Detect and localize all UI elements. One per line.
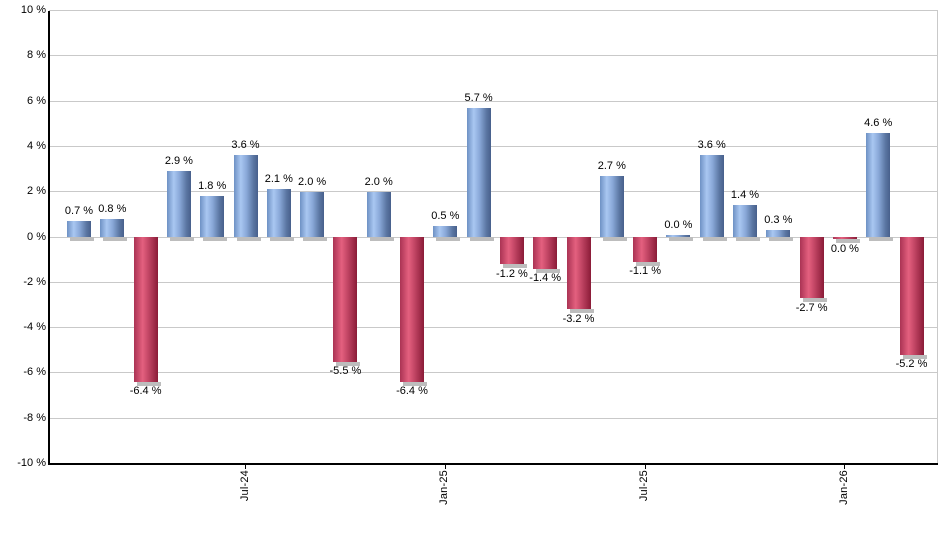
bar-value-label: 0.8 % <box>98 202 127 215</box>
bar-value-label: 0.7 % <box>64 205 94 218</box>
bar[interactable] <box>633 237 661 266</box>
bar[interactable] <box>666 235 694 241</box>
bar-value-label: 2.1 % <box>264 173 293 186</box>
gridline <box>49 100 938 102</box>
y-axis-tick-label: 2 % <box>27 185 46 198</box>
bar-value-label: 5.7 % <box>464 91 493 104</box>
bar[interactable] <box>899 237 927 359</box>
gridline <box>49 55 938 57</box>
bar-value-label: 1.4 % <box>730 189 760 202</box>
bar-value-label: 4.6 % <box>864 116 893 129</box>
gridline <box>49 145 938 147</box>
bar-value-label: 1.8 % <box>198 180 227 193</box>
bar[interactable] <box>266 189 294 241</box>
gridline <box>49 236 938 238</box>
bar-value-label: 0.5 % <box>431 209 460 222</box>
bar-value-label: 0.0 % <box>664 219 693 231</box>
y-axis-tick-label: 8 % <box>27 49 46 62</box>
bar-value-label: -1.4 % <box>529 272 562 285</box>
bar-value-label: 2.9 % <box>164 155 193 168</box>
bar[interactable] <box>766 230 794 241</box>
bar-value-label: -6.4 % <box>396 385 428 398</box>
gridline <box>49 417 938 419</box>
bar[interactable] <box>100 218 128 242</box>
bar[interactable] <box>466 107 494 242</box>
bar-value-label: -1.1 % <box>629 265 661 278</box>
gridline <box>49 10 938 11</box>
x-axis-tick-mark <box>444 464 446 469</box>
bar[interactable] <box>499 237 527 269</box>
x-axis-tick-mark <box>844 464 846 469</box>
bar[interactable] <box>233 155 261 241</box>
bar[interactable] <box>433 225 461 242</box>
gridline <box>49 327 938 329</box>
x-axis-tick-label: Jan-25 <box>438 469 451 505</box>
y-axis-tick-label: -4 % <box>23 321 46 334</box>
y-axis-tick-label: 4 % <box>27 139 46 152</box>
plot-right-border <box>936 10 938 464</box>
y-axis-tick-label: 0 % <box>27 230 46 243</box>
bar[interactable] <box>799 237 827 303</box>
bar-value-label: -2.7 % <box>795 301 828 314</box>
gridline <box>49 281 938 283</box>
x-axis-tick-mark <box>644 464 646 469</box>
bar-value-label: 2.7 % <box>597 159 626 172</box>
bar-value-label: 3.6 % <box>697 139 726 152</box>
bar-value-label: 0.3 % <box>764 214 793 227</box>
x-axis-tick-label: Jul-24 <box>238 469 251 501</box>
bar[interactable] <box>699 155 727 241</box>
bar[interactable] <box>533 237 561 273</box>
x-axis-tick-label: Jul-25 <box>638 469 651 501</box>
y-axis-line <box>48 10 50 465</box>
x-axis-tick-mark <box>245 464 246 469</box>
y-axis-tick-label: 10 % <box>20 4 46 16</box>
x-axis-line <box>48 463 938 465</box>
bar-value-label: -1.2 % <box>495 267 528 280</box>
bar[interactable] <box>67 221 94 241</box>
y-axis-tick-label: -10 % <box>17 457 46 469</box>
bar-value-label: 2.0 % <box>298 175 327 188</box>
bar[interactable] <box>733 205 760 241</box>
bar-value-label: -5.2 % <box>895 358 928 371</box>
bar[interactable] <box>566 237 594 314</box>
bar-value-label: -3.2 % <box>562 312 595 325</box>
x-axis-tick-label: Jan-26 <box>837 469 850 505</box>
bar[interactable] <box>866 132 894 242</box>
bar[interactable] <box>832 237 860 243</box>
bar[interactable] <box>200 196 228 241</box>
y-axis-tick-label: -2 % <box>23 275 46 288</box>
bar-value-label: -6.4 % <box>129 385 162 398</box>
y-axis-tick-label: 6 % <box>27 94 46 107</box>
bar[interactable] <box>599 175 627 242</box>
bar[interactable] <box>333 237 361 366</box>
bar-value-label: 0.0 % <box>830 242 859 255</box>
gridline <box>49 191 938 193</box>
bar[interactable] <box>366 191 394 242</box>
bar[interactable] <box>300 191 328 242</box>
y-axis-tick-label: -8 % <box>23 411 46 424</box>
bar[interactable] <box>133 237 161 386</box>
bar-value-label: 3.6 % <box>231 139 260 152</box>
bar[interactable] <box>400 237 427 386</box>
bar-value-label: -5.5 % <box>329 365 362 378</box>
gridline <box>49 372 938 374</box>
bar[interactable] <box>166 171 194 241</box>
y-axis-tick-label: -6 % <box>23 366 46 379</box>
bar-value-label: 2.0 % <box>364 175 393 188</box>
